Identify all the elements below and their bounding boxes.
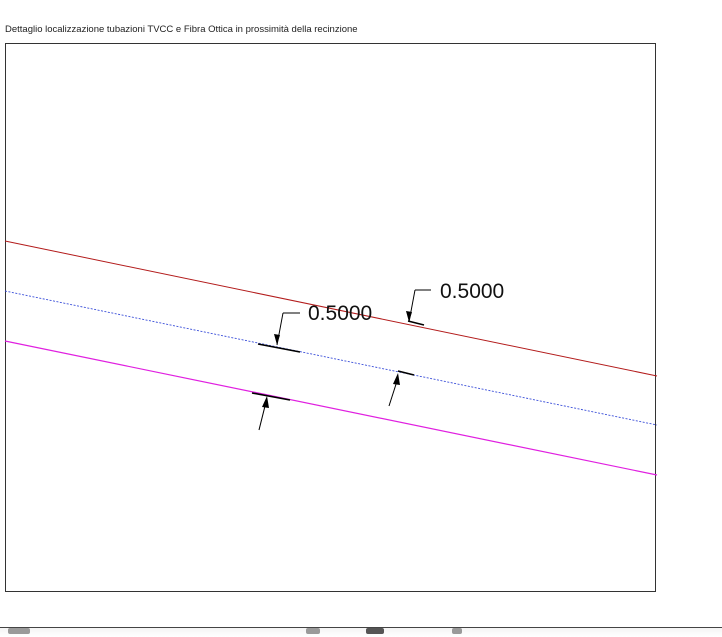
drawing-title: Dettaglio localizzazione tubazioni TVCC …	[5, 24, 358, 35]
bottom-strip	[0, 628, 722, 637]
dim-left-tick-bottom	[251, 392, 291, 401]
dim-left-label: 0.5000	[308, 302, 372, 325]
dimension-right: 0.5000	[388, 280, 504, 407]
scan-artifact	[452, 628, 462, 634]
scan-artifact	[306, 628, 320, 634]
bottom-magenta-line	[4, 340, 658, 476]
dim-right-arrow-top	[406, 311, 412, 322]
dim-right-label: 0.5000	[440, 280, 504, 303]
top-red-line	[4, 240, 658, 377]
scan-artifact	[366, 628, 384, 634]
drawing-frame	[5, 43, 656, 592]
dimension-left: 0.5000	[251, 302, 372, 431]
middle-blue-dashed-line	[4, 290, 658, 426]
scan-artifact	[8, 628, 30, 634]
dim-right-arrow-bottom	[393, 373, 400, 385]
dim-right-tick-bottom	[397, 370, 415, 376]
dim-right-tick-top	[407, 320, 425, 326]
bottom-rule	[0, 627, 722, 628]
dim-left-arrow-bottom	[262, 396, 269, 408]
dim-left-arrow-top	[274, 334, 280, 345]
dim-left-tick-top	[257, 343, 301, 353]
